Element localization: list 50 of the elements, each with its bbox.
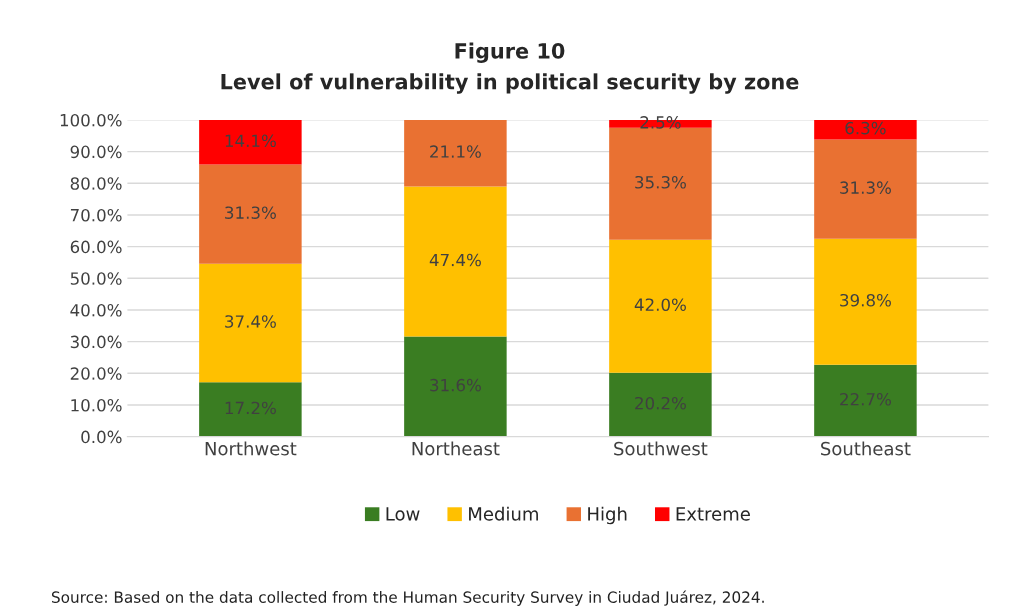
data-label: 17.2%: [225, 401, 276, 415]
bar: [814, 119, 917, 140]
y-tick-label: 60.0%: [70, 240, 122, 254]
data-label: 35.3%: [635, 175, 686, 189]
y-tick-label: 0.0%: [81, 430, 122, 444]
legend-label: Medium: [469, 506, 538, 521]
data-label: 21.1%: [430, 145, 481, 158]
data-label: 14.1%: [225, 134, 276, 148]
x-tick-label: Northwest: [205, 441, 297, 456]
legend-label: Low: [386, 507, 420, 521]
y-tick-label: 40.0%: [70, 303, 122, 317]
bar: [199, 263, 302, 383]
bar: [814, 139, 917, 239]
source-note: Source: Based on the data collected from the Human Security Survey in Ciudad Juárez, 2024.: [51, 590, 764, 606]
chart-title: Figure 10: [455, 42, 565, 63]
data-label: 39.8%: [840, 293, 891, 307]
data-label: 31.3%: [225, 206, 276, 219]
bar: [609, 127, 712, 240]
y-tick-label: 90.0%: [70, 145, 122, 159]
data-label: 42.0%: [634, 298, 686, 311]
data-label: 47.4%: [429, 253, 481, 267]
y-tick-label: 20.0%: [70, 367, 122, 380]
y-tick-label: 80.0%: [70, 177, 122, 190]
legend-label: High: [588, 506, 627, 525]
x-tick-label: Southwest: [614, 441, 708, 456]
bar: [814, 364, 917, 437]
chart-subtitle: Level of vulnerability in political security by zone: [221, 73, 799, 94]
bar: [199, 164, 302, 264]
bar: [609, 372, 712, 437]
data-label: 31.3%: [840, 181, 891, 194]
data-label: 22.7%: [840, 392, 891, 406]
data-label: 6.3%: [845, 121, 886, 135]
data-label: 31.6%: [430, 378, 481, 392]
bar: [404, 186, 507, 337]
y-tick-label: 100.0%: [60, 113, 122, 127]
x-tick-label: Southeast: [821, 441, 911, 456]
x-tick-label: Northeast: [412, 441, 500, 456]
bar: [199, 119, 302, 165]
bar: [199, 382, 302, 437]
bar: [404, 119, 507, 187]
data-label: 20.2%: [635, 396, 686, 410]
bar: [609, 239, 712, 373]
legend-label: Extreme: [676, 507, 750, 521]
bar: [814, 238, 917, 365]
y-tick-label: 70.0%: [70, 208, 122, 222]
y-tick-label: 10.0%: [71, 398, 122, 412]
y-tick-label: 50.0%: [70, 272, 122, 285]
data-label: 37.4%: [225, 315, 276, 328]
y-tick-label: 30.0%: [70, 335, 122, 349]
bar: [404, 336, 507, 437]
